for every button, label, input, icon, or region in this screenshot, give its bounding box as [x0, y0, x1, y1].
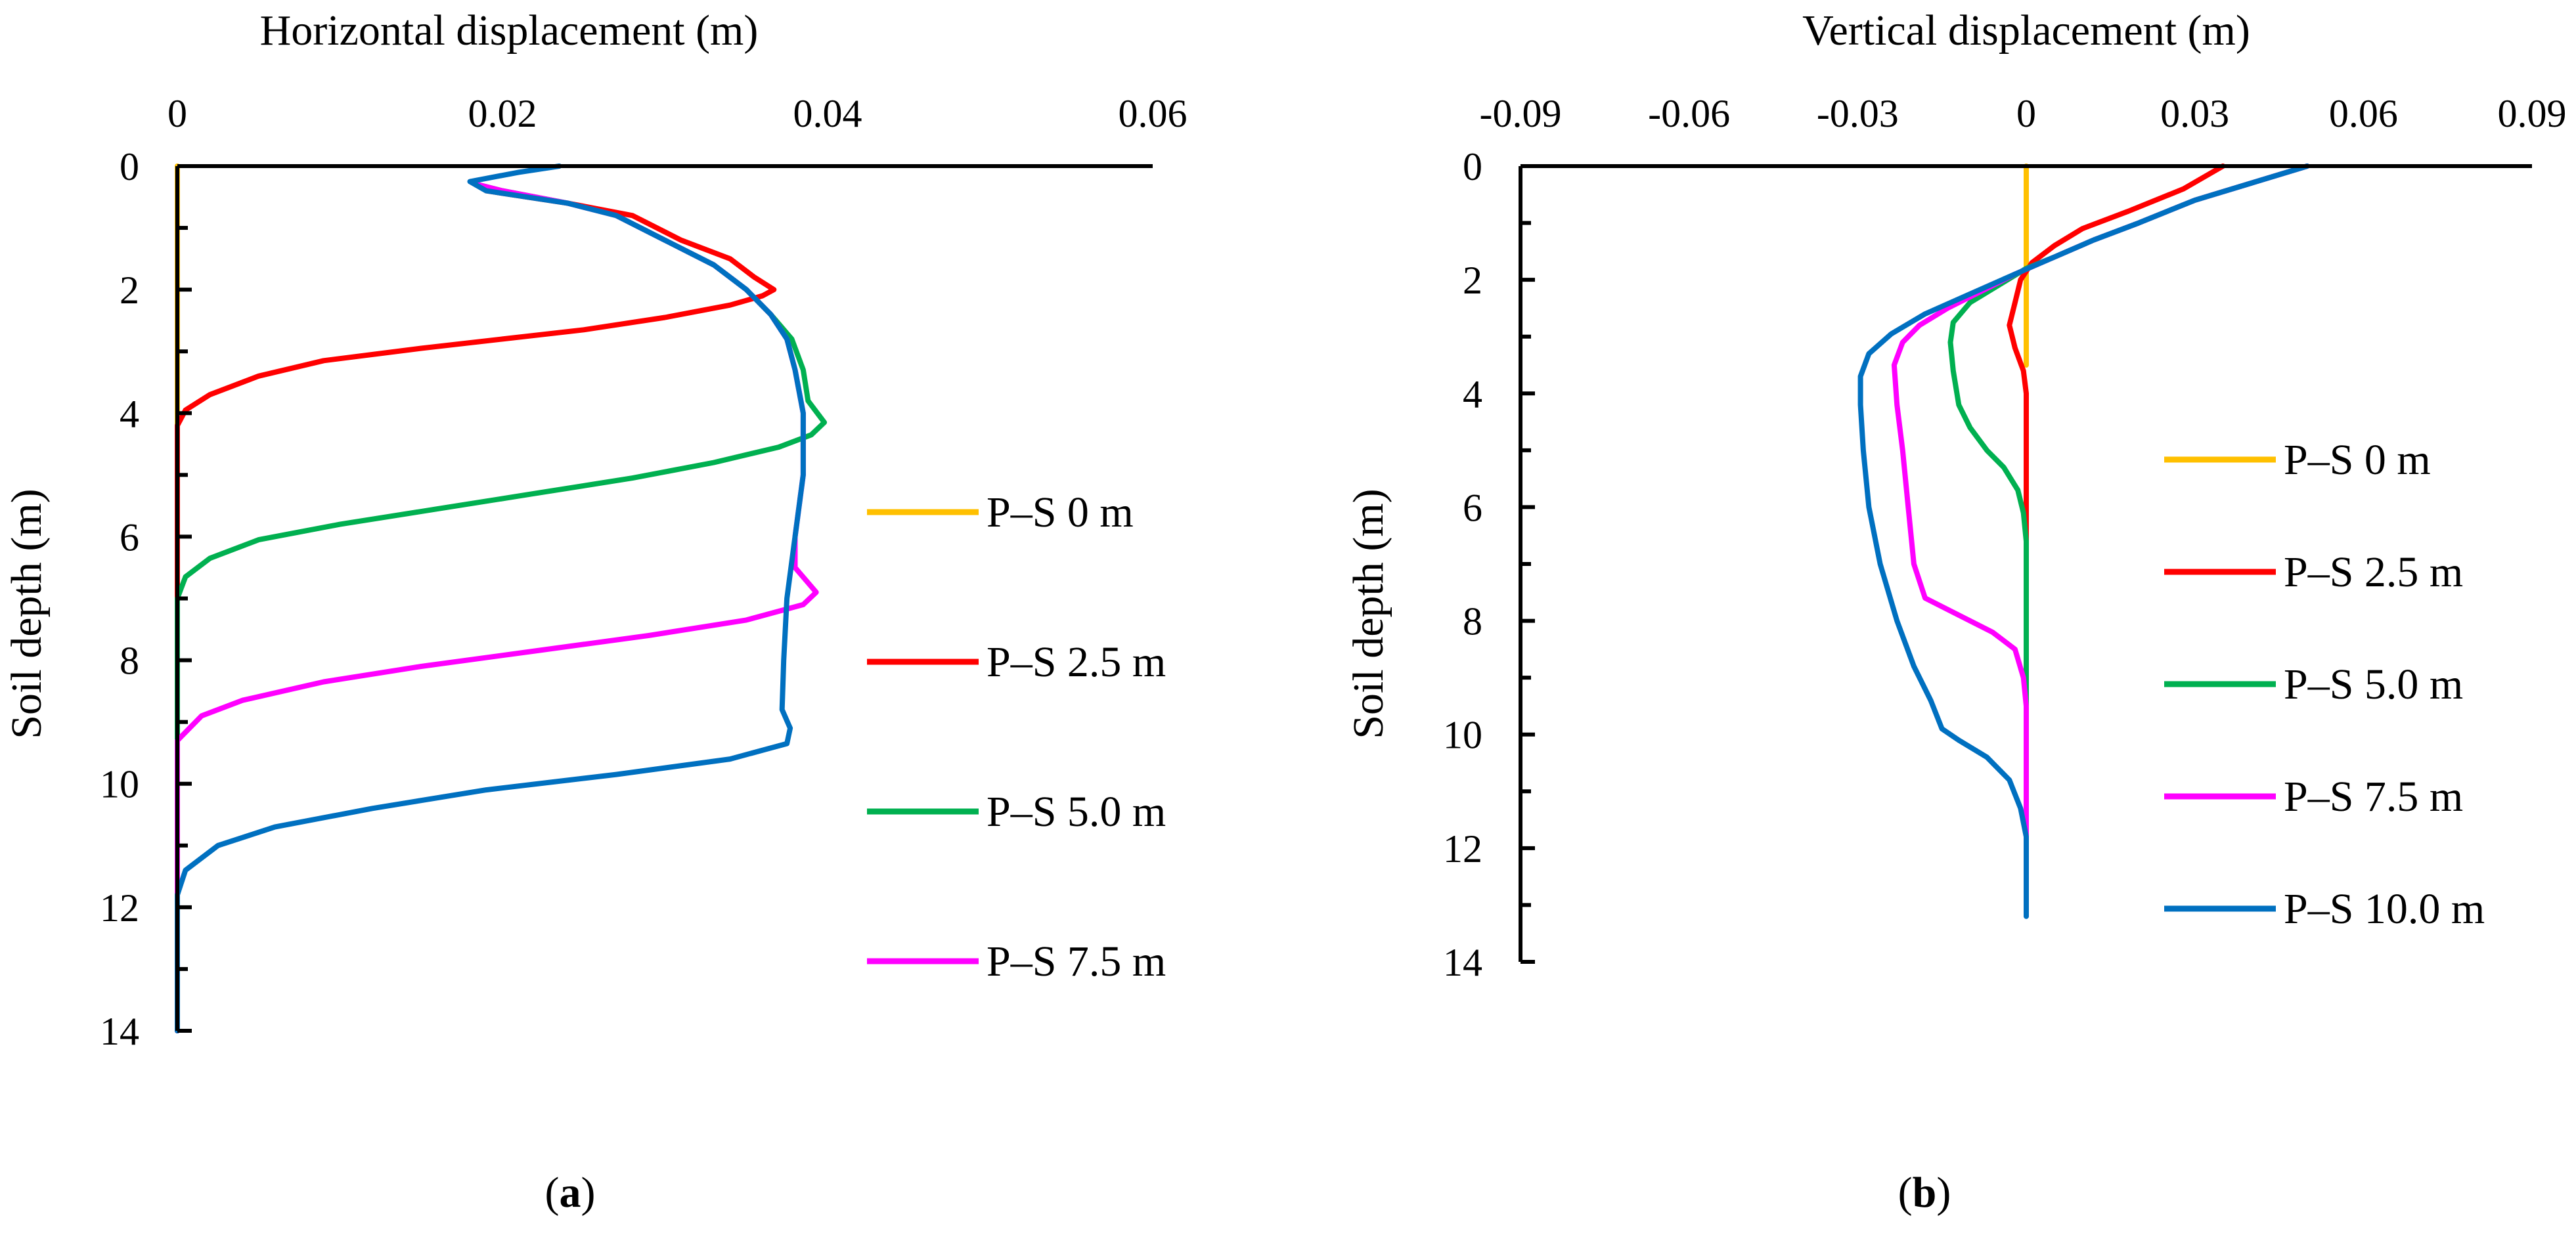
panel-a-y-tick-label: 8 — [120, 639, 139, 683]
panel-b-legend-label: P–S 2.5 m — [2284, 548, 2463, 596]
panel-a-caption-open: ( — [545, 1169, 560, 1217]
panel-b-y-tick-label: 4 — [1463, 372, 1482, 416]
panel-a-caption-close: ) — [581, 1169, 596, 1217]
panel-b-x-tick-label: 0.06 — [2329, 92, 2398, 135]
panel-a-caption-letter: a — [560, 1169, 581, 1217]
panel-a-y-tick-label: 4 — [120, 392, 139, 435]
panel-b-x-tick-label: 0.03 — [2160, 92, 2229, 135]
panel-b-series-line-p-s-7-5-m — [1891, 163, 2310, 851]
panel-b-y-axis-title: Soil depth (m) — [1344, 488, 1392, 739]
panel-b-caption-open: ( — [1898, 1169, 1913, 1217]
panel-a-x-axis-title: Horizontal displacement (m) — [260, 7, 759, 54]
panel-b-y-tick-label: 14 — [1443, 941, 1482, 984]
panel-b-x-tick-label: -0.06 — [1648, 92, 1730, 135]
panel-b-caption: (b) — [1898, 1169, 1951, 1217]
panel-a-x-tick-label: 0.06 — [1119, 92, 1188, 135]
panel-b-series-line-p-s-2-5-m — [2007, 163, 2226, 555]
panel-b-series-line-p-s-10-0-m — [1857, 163, 2310, 919]
panel-b-y-tick-label: 12 — [1443, 827, 1482, 871]
panel-b-legend-label: P–S 10.0 m — [2284, 885, 2485, 933]
panel-a-series-line-p-s-2-5-m — [175, 182, 777, 1033]
panel-b-y-tick-label: 10 — [1443, 714, 1482, 757]
panel-b-x-axis-title: Vertical displacement (m) — [1802, 7, 2250, 54]
panel-a-legend-label: P–S 7.5 m — [987, 938, 1166, 985]
panel-a-x-tick-label: 0.02 — [468, 92, 537, 135]
panel-a-legend: P–S 0 m P–S 2.5 m P–S 5.0 m P–S 7.5 m — [867, 488, 1166, 985]
panel-a-x-tick-label: 0 — [167, 92, 187, 135]
panel-a-horizontal-displacement-chart: Horizontal displacement (m) Soil depth (… — [3, 7, 1188, 1217]
panel-a-y-tick-label: 14 — [100, 1010, 139, 1053]
panel-a-y-tick-label: 6 — [120, 515, 139, 559]
panel-a-series-line-p-s-7-5-m — [175, 182, 819, 1033]
panel-b-y-tick-label: 6 — [1463, 486, 1482, 529]
panel-a-series-line-p-s-10-0-m — [175, 163, 806, 1033]
panel-b-caption-letter: b — [1913, 1169, 1937, 1217]
panel-b-vertical-displacement-chart: Vertical displacement (m) Soil depth (m)… — [1344, 7, 2567, 1217]
panel-b-legend-label: P–S 0 m — [2284, 436, 2431, 484]
panel-b-caption-close: ) — [1936, 1169, 1951, 1217]
panel-a-y-tick-label: 0 — [120, 145, 139, 188]
panel-a-legend-label: P–S 0 m — [987, 488, 1134, 536]
panel-b-x-tick-label: -0.09 — [1480, 92, 1562, 135]
panel-b-y-tick-label: 8 — [1463, 600, 1482, 643]
panel-b-y-tick-label: 2 — [1463, 259, 1482, 302]
panel-b-legend-label: P–S 5.0 m — [2284, 660, 2463, 708]
panel-a-series-line-p-s-5-0-m — [175, 182, 828, 1033]
panel-b-legend: P–S 0 m P–S 2.5 m P–S 5.0 m P–S 7.5 m P–S 10… — [2164, 436, 2485, 933]
panel-b-series-line-p-s-5-0-m — [1947, 163, 2310, 737]
panel-a-x-tick-label: 0.04 — [793, 92, 862, 135]
panel-a-y-tick-label: 12 — [100, 886, 139, 930]
panel-b-y-tick-label: 0 — [1463, 145, 1482, 188]
panel-a-caption: (a) — [545, 1169, 596, 1217]
panel-b-x-tick-label: -0.03 — [1817, 92, 1899, 135]
panel-a-y-axis-title: Soil depth (m) — [3, 488, 51, 739]
panel-a-legend-label: P–S 2.5 m — [987, 638, 1166, 686]
panel-a-y-tick-label: 10 — [100, 763, 139, 806]
panel-b-x-tick-label: 0 — [2016, 92, 2036, 135]
panel-b-legend-label: P–S 7.5 m — [2284, 773, 2463, 821]
panel-b-x-tick-label: 0.09 — [2498, 92, 2567, 135]
panel-a-y-tick-label: 2 — [120, 269, 139, 312]
panel-a-legend-label: P–S 5.0 m — [987, 788, 1166, 836]
